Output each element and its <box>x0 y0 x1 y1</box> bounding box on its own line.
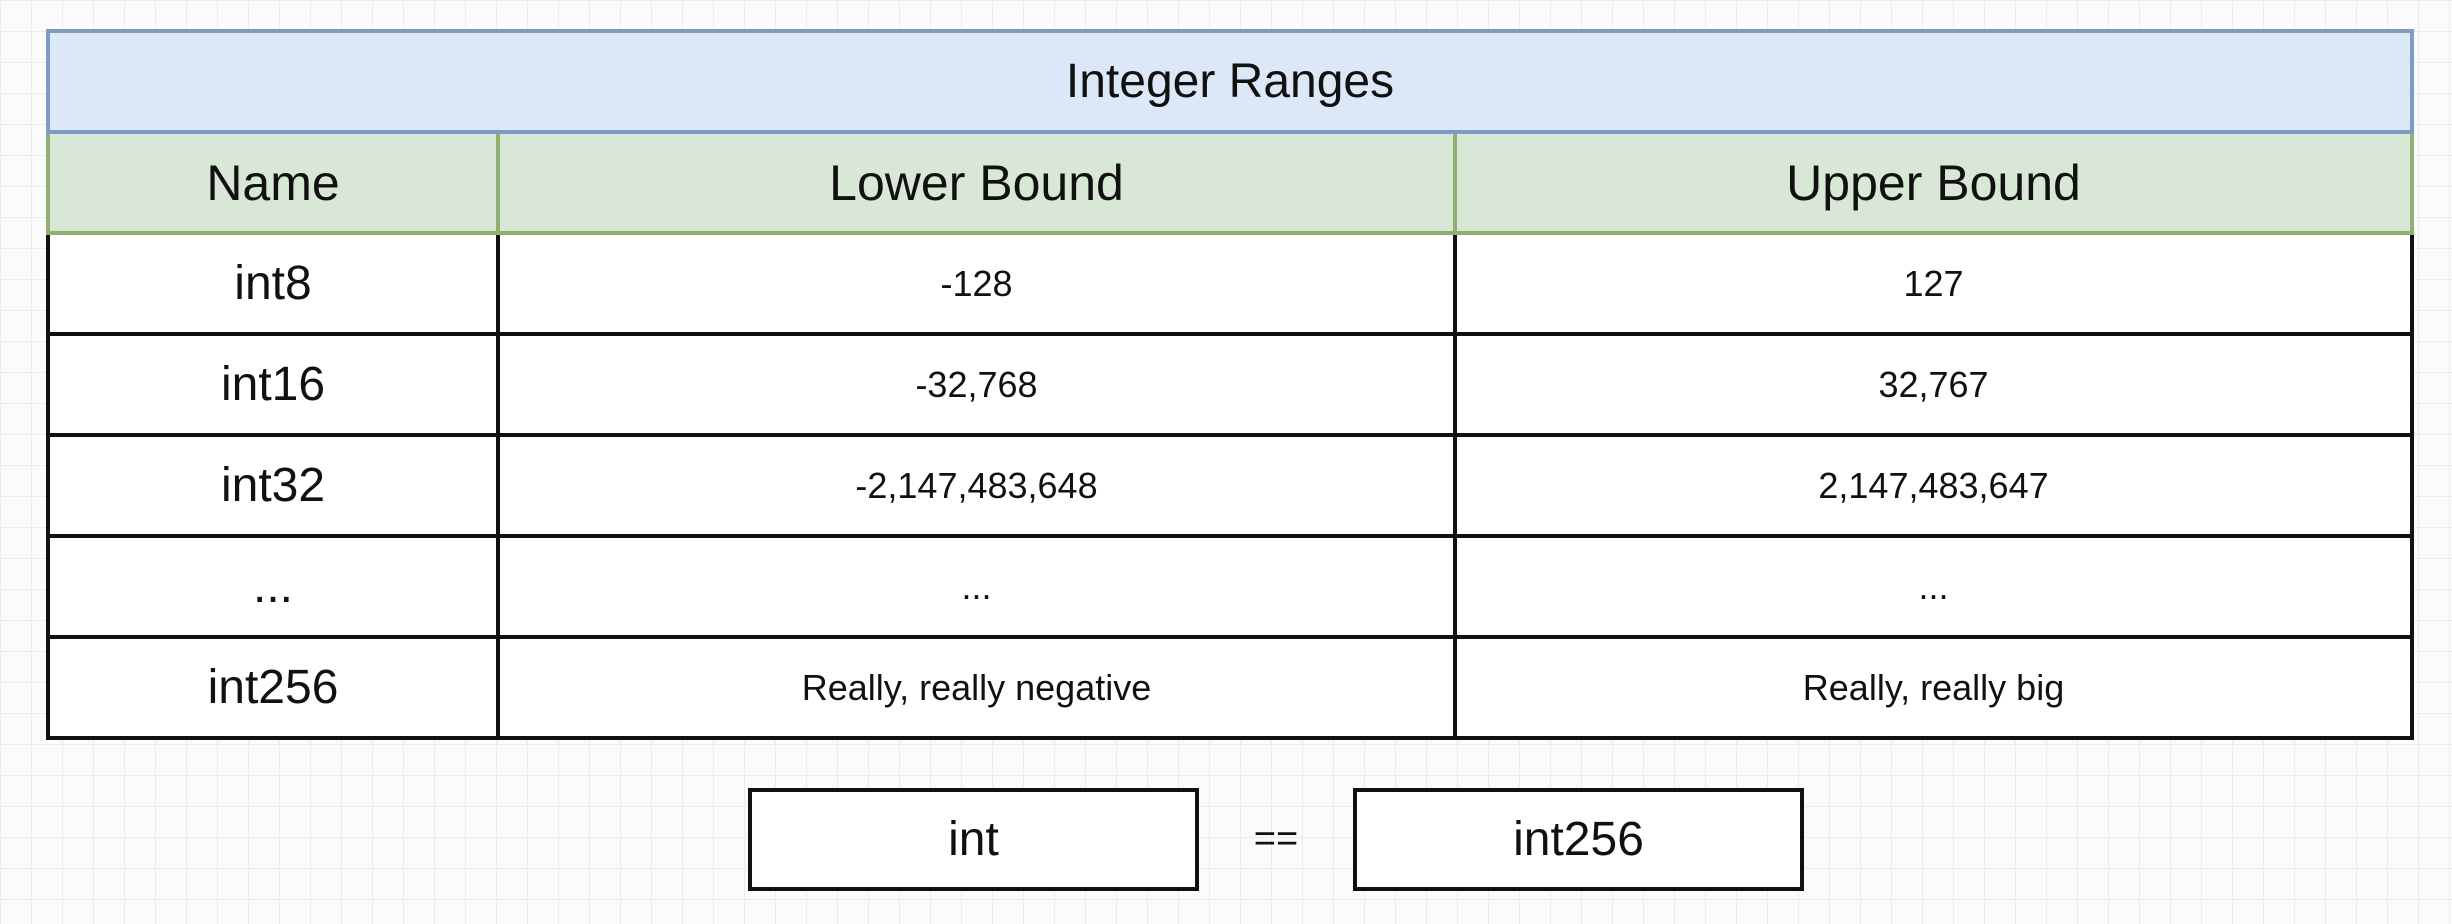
table-title: Integer Ranges <box>45 29 2415 134</box>
header-name: Name <box>46 130 500 235</box>
aliased-type-box: int256 <box>1353 788 1804 891</box>
row-upper-bound: ... <box>1452 534 2415 639</box>
row-name: int16 <box>46 332 500 437</box>
row-lower-bound: -128 <box>496 231 1457 336</box>
row-lower-bound: -2,147,483,648 <box>496 433 1457 538</box>
row-upper-bound: 32,767 <box>1452 332 2415 437</box>
table-row: ... ... ... <box>46 534 2415 639</box>
row-lower-bound: -32,768 <box>496 332 1457 437</box>
table-header-row: Name Lower Bound Upper Bound <box>46 130 2415 235</box>
row-name: int256 <box>46 635 500 740</box>
table-row: int8 -128 127 <box>46 231 2415 336</box>
table-row: int16 -32,768 32,767 <box>46 332 2415 437</box>
row-lower-bound: Really, really negative <box>496 635 1457 740</box>
header-upper-bound: Upper Bound <box>1452 130 2415 235</box>
row-upper-bound: 2,147,483,647 <box>1452 433 2415 538</box>
integer-ranges-table: Integer Ranges Name Lower Bound Upper Bo… <box>45 29 2415 740</box>
row-name: ... <box>46 534 500 639</box>
row-name: int32 <box>46 433 500 538</box>
row-name: int8 <box>46 231 500 336</box>
row-upper-bound: 127 <box>1452 231 2415 336</box>
row-lower-bound: ... <box>496 534 1457 639</box>
table-title-row: Integer Ranges <box>45 29 2415 134</box>
table-row: int256 Really, really negative Really, r… <box>46 635 2415 740</box>
row-upper-bound: Really, really big <box>1452 635 2415 740</box>
equals-operator: == <box>1253 818 1299 860</box>
header-lower-bound: Lower Bound <box>496 130 1457 235</box>
alias-box: int <box>748 788 1199 891</box>
table-row: int32 -2,147,483,648 2,147,483,647 <box>46 433 2415 538</box>
